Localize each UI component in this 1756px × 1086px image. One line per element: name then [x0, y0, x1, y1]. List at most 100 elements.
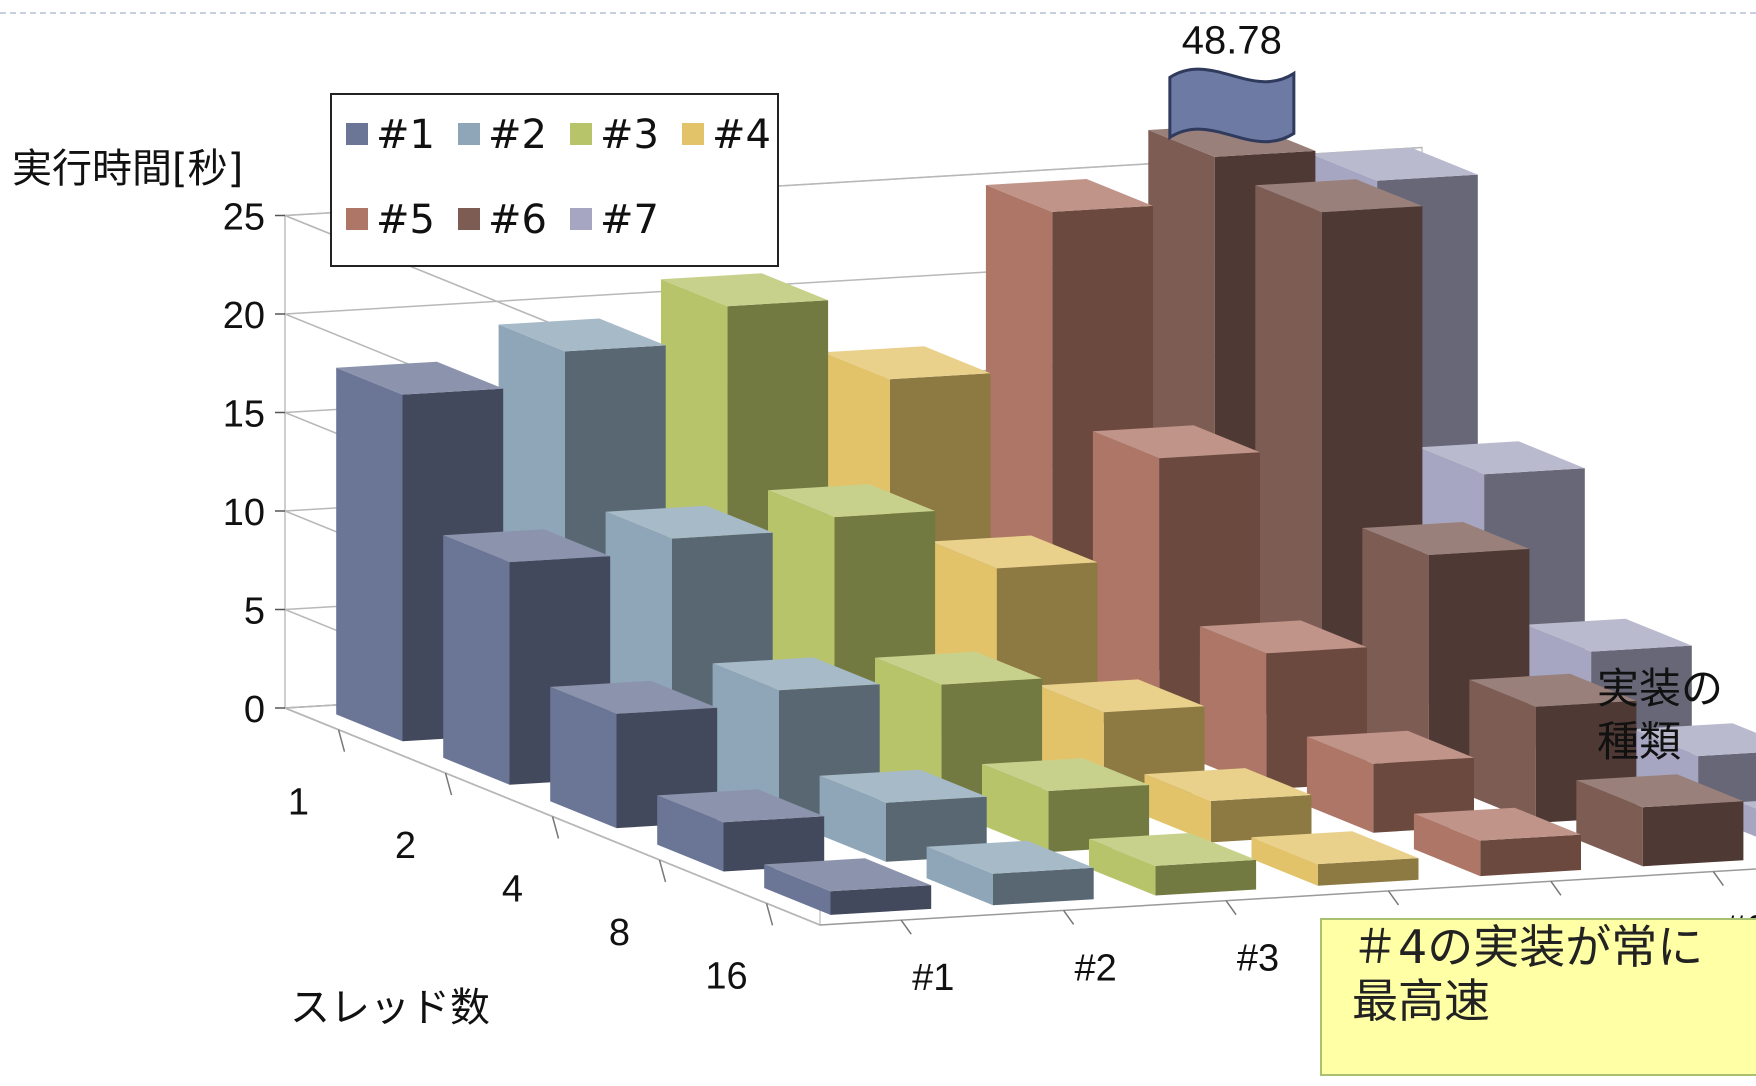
axis-break-marker: [1168, 67, 1296, 144]
bar-top-face: [985, 179, 1153, 212]
bar-top-face: [930, 535, 1098, 569]
z-tick: [1712, 871, 1724, 887]
bar-top-face: [1251, 831, 1419, 865]
bar-top-face: [823, 346, 991, 380]
z-tick: [1550, 880, 1562, 896]
bar-top-face: [712, 657, 880, 691]
break-value-label: 48.78: [1182, 18, 1282, 62]
bar-front-face: [443, 535, 510, 785]
bar-top-face: [336, 361, 504, 395]
z-tick-label: #2: [1075, 947, 1117, 989]
bar-front-face: [1251, 837, 1318, 886]
legend-label: #1: [376, 112, 435, 158]
x-tick-label: 8: [609, 912, 630, 954]
bar-front-face: [657, 795, 724, 872]
bar: [1089, 833, 1257, 896]
bar-top-face: [605, 505, 773, 539]
bar-side-face: [830, 885, 932, 915]
bar-top-face: [1631, 723, 1756, 757]
bar-front-face: [1306, 736, 1374, 833]
bar-top-face: [1148, 124, 1316, 157]
bar-top-face: [661, 273, 829, 307]
x-tick: [444, 772, 453, 796]
legend-label: #3: [600, 112, 659, 158]
legend-item: #2: [458, 115, 547, 155]
y-axis-label: 実行時間[秒]: [12, 146, 244, 192]
legend-swatch: [570, 123, 592, 145]
slide-top-divider: [0, 12, 1756, 14]
legend-swatch: [458, 123, 480, 145]
bar-side-face: [1155, 859, 1257, 896]
bar-side-face: [1642, 801, 1744, 867]
bar-front-face: [1469, 679, 1536, 823]
x-tick-label: 4: [502, 869, 523, 911]
bar-top-face: [982, 758, 1150, 791]
x-tick: [337, 729, 346, 752]
x-tick: [765, 903, 774, 926]
bar-front-face: [1362, 528, 1429, 780]
bar-front-face: [1199, 626, 1267, 790]
y-tick-label: 5: [244, 591, 265, 633]
z-tick: [1225, 900, 1237, 916]
legend-item: #6: [458, 200, 547, 240]
bar-side-face: [993, 867, 1094, 906]
z-tick: [1063, 909, 1075, 925]
x-tick: [658, 859, 667, 883]
bar-top-face: [1144, 768, 1312, 801]
y-tick-label: 0: [244, 689, 265, 731]
legend-item: #4: [682, 115, 771, 155]
bar-top-face: [1417, 441, 1585, 475]
annotation-note: ＃4の実装が常に 最高速: [1320, 918, 1756, 1076]
bar-front-face: [712, 663, 779, 819]
z-axis-label-line1: 実装の: [1597, 664, 1724, 713]
bar-front-face: [1092, 431, 1160, 746]
bar: [1251, 831, 1419, 886]
bar: [982, 758, 1150, 853]
x-tick-label: 1: [288, 782, 309, 824]
legend-label: #4: [712, 112, 771, 158]
bar: [1144, 768, 1312, 843]
bar-front-face: [926, 846, 993, 906]
bar-side-face: [1480, 834, 1581, 877]
z-tick: [1387, 890, 1400, 906]
legend-swatch: [682, 123, 704, 145]
bar-top-face: [768, 484, 936, 518]
z-tick: [900, 919, 912, 935]
legend-item: #1: [346, 115, 435, 155]
bar-top-face: [443, 529, 611, 563]
bar-side-face: [1317, 858, 1419, 886]
bar-front-face: [1144, 774, 1211, 843]
x-axis-label: スレッド数: [290, 985, 490, 1031]
bar-front-face: [982, 764, 1049, 853]
bar-front-face: [1576, 780, 1643, 867]
legend-label: #2: [488, 112, 547, 158]
bar-top-face: [1092, 425, 1260, 459]
bar: [1576, 774, 1744, 867]
legend-item: #5: [346, 200, 435, 240]
bar-side-face: [1048, 785, 1150, 853]
x-tick-label: 16: [705, 955, 747, 997]
bar: [926, 840, 1094, 906]
legend-label: #7: [600, 197, 659, 243]
bar-front-face: [875, 657, 942, 809]
bar-front-face: [550, 686, 617, 829]
legend-swatch: [346, 208, 368, 230]
legend-swatch: [458, 208, 480, 230]
z-tick-label: #3: [1237, 938, 1279, 980]
y-tick-label: 15: [223, 394, 265, 436]
bar-top-face: [1255, 179, 1423, 213]
bar-top-face: [1469, 673, 1637, 707]
x-tick: [551, 816, 560, 839]
bar-front-face: [764, 864, 831, 915]
bar-top-face: [1310, 147, 1478, 181]
bar-top-face: [498, 318, 666, 352]
bar-top-face: [1037, 679, 1205, 713]
y-tick-label: 25: [223, 197, 265, 239]
bar: [764, 858, 932, 915]
legend-label: #6: [488, 197, 547, 243]
bar-top-face: [764, 858, 932, 892]
bars: [336, 124, 1756, 915]
bar-front-face: [819, 775, 886, 862]
legend-label: #5: [376, 197, 435, 243]
